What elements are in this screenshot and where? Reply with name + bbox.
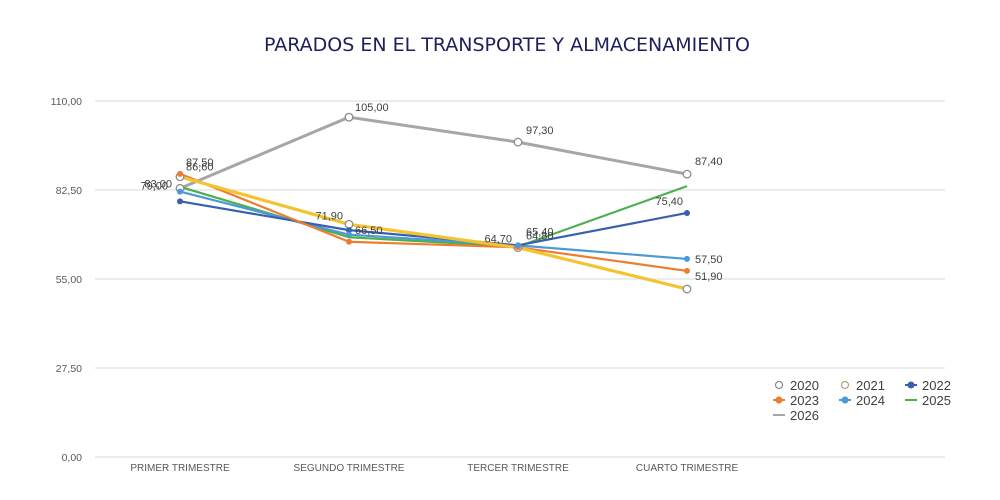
data-point-2024 (177, 188, 183, 195)
legend-label: 2026 (790, 408, 819, 423)
legend-label: 2023 (790, 393, 819, 408)
data-label-2020: 87,40 (695, 156, 723, 168)
data-point-2020 (344, 112, 354, 122)
data-label-2023: 64,80 (526, 230, 554, 242)
data-point-2021 (682, 284, 692, 294)
legend-label: 2024 (856, 393, 885, 408)
legend-item-2022: 2022 (905, 378, 951, 393)
legend-marker-icon (841, 396, 849, 404)
x-category-label: PRIMER TRIMESTRE (130, 463, 230, 474)
legend-label: 2020 (790, 378, 819, 393)
x-category-label: CUARTO TRIMESTRE (636, 463, 739, 474)
data-label-2020: 97,30 (526, 125, 554, 137)
x-category-label: SEGUNDO TRIMESTRE (294, 463, 405, 474)
data-labels: 83,00 105,00 97,30 87,40 86,60 71,90 64,70 51,9… (140, 102, 722, 283)
series-markers (175, 112, 692, 294)
legend: 2020 2021 2022 2023 2024 2025 2026 (773, 378, 951, 423)
data-label-2022: 65,40 (526, 226, 554, 238)
data-label-2022: 79,00 (140, 180, 168, 192)
data-point-2022 (346, 227, 352, 234)
data-label-2022: 75,40 (655, 196, 683, 208)
legend-label: 2025 (922, 393, 951, 408)
legend-item-2024: 2024 (839, 393, 885, 408)
data-point-2020 (513, 137, 523, 147)
x-axis-categories: PRIMER TRIMESTRE SEGUNDO TRIMESTRE TERCER … (130, 463, 738, 474)
legend-marker-icon (775, 396, 783, 404)
chart-title: PARADOS EN EL TRANSPORTE Y ALMACENAMIENT… (264, 34, 750, 56)
y-tick-label: 110,00 (51, 96, 82, 108)
data-point-2023 (346, 238, 352, 245)
y-axis-ticks: 0,00 27,50 55,00 82,50 110,00 (51, 96, 83, 464)
x-category-label: TERCER TRIMESTRE (467, 463, 569, 474)
legend-label: 2021 (856, 378, 885, 393)
data-label-2021: 71,90 (315, 210, 343, 222)
legend-item-2020: 2020 (774, 378, 819, 393)
data-point-2022 (177, 198, 183, 205)
data-label-2020: 83,00 (144, 178, 172, 190)
data-label-2023: 87,50 (186, 157, 214, 169)
series-line-2021 (179, 175, 688, 291)
legend-marker-icon (907, 381, 915, 389)
data-point-2020 (682, 169, 692, 179)
legend-item-2025: 2025 (905, 393, 951, 408)
series-line-2020 (179, 115, 688, 190)
y-tick-label: 0,00 (62, 452, 83, 464)
data-point-2023 (177, 170, 183, 177)
data-point-2024 (346, 231, 352, 238)
data-label-2021: 86,60 (186, 162, 214, 174)
data-label-2023: 66,50 (355, 225, 383, 237)
data-point-2023 (684, 267, 690, 274)
legend-marker-icon (774, 380, 784, 390)
legend-label: 2022 (922, 378, 951, 393)
data-label-2023: 57,50 (695, 254, 723, 266)
data-point-2024 (684, 255, 690, 262)
legend-marker-icon (840, 380, 850, 390)
data-point-2021 (344, 219, 354, 229)
data-label-2021: 51,90 (695, 271, 723, 283)
series-line-2024 (179, 190, 688, 261)
data-label-2020: 105,00 (355, 102, 389, 114)
data-point-2022 (684, 209, 690, 216)
data-label-2021: 64,70 (484, 234, 512, 246)
legend-item-2023: 2023 (773, 393, 819, 408)
series-lines (179, 115, 688, 291)
y-tick-label: 55,00 (56, 274, 82, 286)
legend-item-2021: 2021 (840, 378, 885, 393)
y-tick-label: 27,50 (56, 363, 82, 375)
y-tick-label: 82,50 (56, 185, 82, 197)
legend-item-2026: 2026 (773, 408, 819, 423)
gridlines (95, 100, 945, 458)
data-point-2024 (515, 242, 521, 249)
series-line-2023 (179, 172, 688, 272)
series-line-2022 (179, 200, 688, 247)
